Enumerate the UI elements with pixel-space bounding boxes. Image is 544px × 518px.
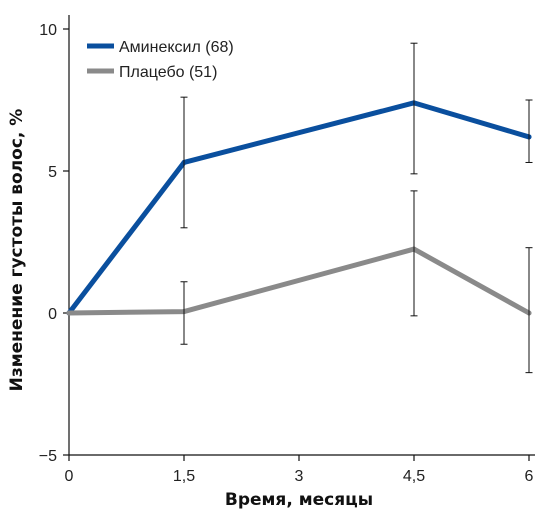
- legend-label-1: Аминексил (68): [119, 39, 234, 56]
- series-line-2: [66, 246, 532, 316]
- y-tick-label: −5: [39, 448, 57, 465]
- y-axis-title: Изменение густоты волос, %: [7, 109, 27, 392]
- error-bars: [180, 42, 533, 374]
- x-tick-label: 4,5: [403, 468, 425, 485]
- x-tick-label: 6: [525, 468, 534, 485]
- x-tick-label: 1,5: [173, 468, 195, 485]
- y-ticks: −5 0 5 10: [39, 22, 69, 465]
- axes: [68, 15, 535, 456]
- y-tick-label: 5: [48, 164, 57, 181]
- x-tick-label: 3: [295, 468, 304, 485]
- legend: Аминексил (68) Плацебо (51): [87, 39, 234, 81]
- series-line-1: [66, 100, 532, 316]
- y-tick-label: 0: [48, 306, 57, 323]
- data-point: [66, 310, 72, 316]
- y-tick-label: 10: [39, 22, 57, 39]
- legend-label-2: Плацебо (51): [119, 64, 217, 81]
- x-tick-label: 0: [65, 468, 74, 485]
- x-ticks: 0 1,5 3 4,5 6: [65, 455, 534, 485]
- series-layer: [66, 100, 532, 316]
- x-axis-title: Время, месяцы: [225, 490, 373, 510]
